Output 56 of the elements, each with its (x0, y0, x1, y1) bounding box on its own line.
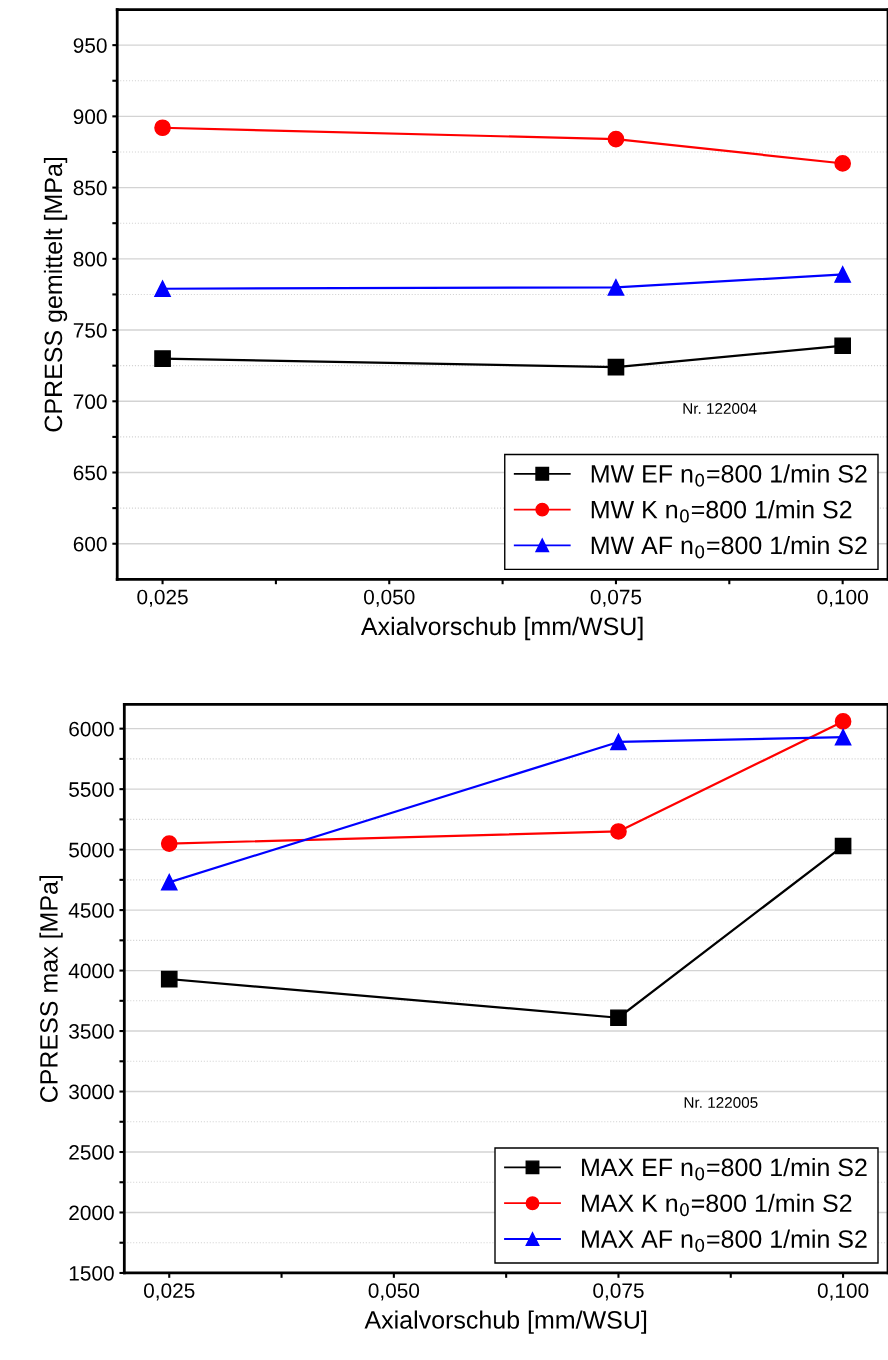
legend-label: MAX AF n$_{0}$=800 1/min S2 (582, 1229, 867, 1252)
legend-label: MW AF n$_{0}$=800 1/min S2 (591, 535, 867, 559)
x-tick-label: 0,050 (364, 589, 415, 607)
y-tick-label: 850 (73, 180, 107, 196)
point (834, 728, 852, 746)
point (834, 713, 852, 730)
y-tick-label: 700 (73, 394, 107, 410)
x-tick-label: 0,075 (593, 1283, 644, 1301)
point (160, 873, 178, 891)
y-tick-label: 6000 (69, 721, 114, 737)
y-tick-label: 750 (73, 323, 107, 338)
point (160, 835, 178, 852)
point (834, 837, 852, 855)
y-tick-label: 4500 (68, 903, 114, 918)
y-tick-label: 950 (73, 38, 107, 53)
x-tick-label: 0,025 (143, 1283, 195, 1301)
point (154, 350, 171, 367)
point (834, 155, 851, 172)
point (610, 733, 627, 751)
y-tick-label: 2000 (69, 1205, 114, 1221)
annotation: Nr. 122004 (683, 403, 757, 414)
y-tick-label: 1500 (69, 1265, 114, 1281)
y-tick-label: 600 (73, 536, 107, 552)
point (607, 358, 625, 376)
legend-label: MAX K n$_{0}$=800 1/min S2 (582, 1193, 852, 1217)
point (834, 266, 851, 283)
y-axis-title: CPRESS gemittelt [MPa] (43, 157, 68, 432)
y-tick-label: 5000 (69, 842, 114, 858)
point (154, 280, 171, 298)
legend-label: MW K n$_{0}$=800 1/min S2 (591, 500, 852, 523)
y-tick-label: 800 (73, 251, 107, 267)
legend-label: MAX EF n$_{0}$=800 1/min S2 (582, 1157, 867, 1181)
y-tick-label: 3000 (69, 1084, 114, 1100)
y-axis-title: CPRESS max [MPa] (39, 875, 63, 1103)
point (607, 130, 625, 148)
y-tick-label: 5500 (69, 782, 114, 797)
x-tick-label: 0,100 (817, 589, 868, 607)
point (160, 970, 178, 988)
x-tick-label: 0,100 (817, 1283, 869, 1301)
x-axis-title: Axialvorschub [mm/WSU] (364, 1310, 647, 1334)
y-tick-label: 650 (73, 465, 107, 481)
point (610, 823, 627, 840)
annotation: Nr. 122005 (684, 1097, 758, 1108)
y-tick-label: 3500 (69, 1024, 114, 1039)
x-axis-title: Axialvorschub [mm/WSU] (360, 616, 643, 641)
point (607, 278, 625, 296)
x-tick-label: 0,025 (137, 589, 188, 607)
x-tick-label: 0,075 (590, 589, 642, 607)
point (154, 119, 171, 137)
x-tick-label: 0,050 (368, 1283, 420, 1301)
y-tick-label: 2500 (69, 1145, 114, 1160)
y-tick-label: 4000 (68, 963, 114, 979)
legend-label: MW EF n$_{0}$=800 1/min S2 (591, 464, 867, 487)
point (610, 1009, 627, 1027)
y-tick-label: 900 (73, 109, 107, 125)
point (834, 337, 851, 355)
